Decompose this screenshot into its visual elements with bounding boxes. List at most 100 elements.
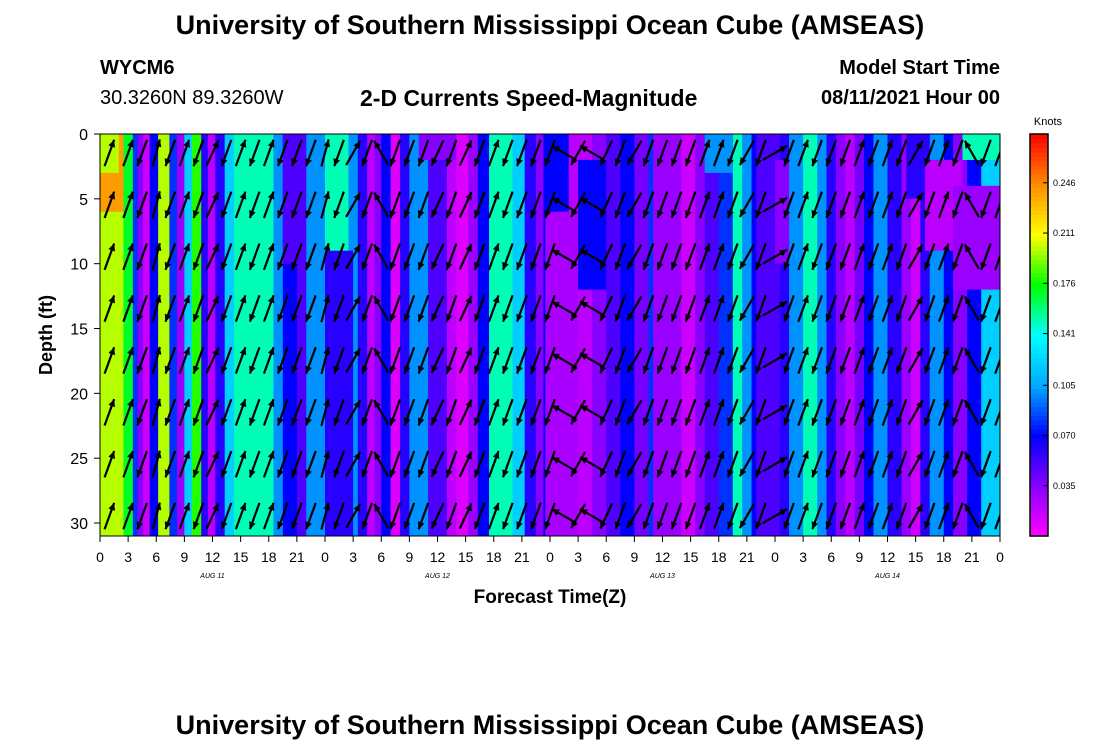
arrow-head (431, 209, 438, 218)
current-vector-arrow (738, 503, 755, 529)
current-vector-arrow (276, 139, 289, 167)
current-vector-arrow (684, 346, 697, 374)
arrow-head (942, 139, 950, 148)
arrow-head (361, 261, 369, 270)
current-vector-arrow (825, 398, 838, 426)
current-vector-arrow (501, 139, 514, 167)
current-vector-arrow (248, 398, 261, 426)
current-vector-arrow (458, 243, 473, 270)
arrow-head (703, 347, 711, 356)
arrow-head (305, 417, 312, 426)
arrow-head (108, 243, 115, 252)
arrow-head (277, 313, 284, 322)
current-vector-arrow (403, 295, 416, 323)
current-vector-arrow (361, 502, 374, 530)
arrow-head (403, 417, 411, 426)
current-vector-arrow (164, 346, 177, 374)
arrow-head (703, 139, 711, 148)
arrow-head (858, 139, 865, 148)
current-vector-arrow (389, 450, 402, 478)
current-vector-arrow (907, 451, 924, 477)
current-vector-arrow (626, 347, 643, 374)
arrow-head (755, 417, 762, 426)
x-tick-label: 6 (377, 549, 385, 565)
current-vector-arrow (262, 243, 275, 271)
speed-column (123, 134, 134, 536)
arrow-head (627, 208, 634, 217)
current-vector-arrow (320, 191, 331, 219)
current-vector-arrow (642, 139, 655, 167)
current-vector-arrow (234, 295, 247, 323)
speed-patch (578, 159, 607, 290)
arrow-head (502, 521, 509, 530)
arrow-head (502, 158, 509, 167)
arrow-head (717, 295, 725, 304)
current-vector-arrow (698, 139, 711, 167)
arrow-shaft (994, 409, 1000, 426)
arrow-head (779, 301, 788, 309)
arrow-head (530, 261, 537, 270)
current-vector-arrow (333, 398, 345, 426)
current-vector-arrow (205, 243, 220, 270)
arrow-head (389, 313, 397, 322)
current-vector-arrow (122, 139, 134, 167)
arrow-head (867, 469, 875, 478)
current-vector-arrow (458, 347, 473, 374)
current-vector-arrow (839, 450, 852, 478)
current-vector-arrow (853, 398, 866, 426)
current-vector-arrow (248, 139, 261, 167)
current-vector-arrow (642, 450, 655, 478)
colorbar-segment (1030, 183, 1048, 189)
current-vector-arrow (103, 295, 116, 323)
current-vector-arrow (867, 346, 880, 374)
arrow-head (389, 158, 397, 167)
colorbar-segment (1030, 227, 1048, 233)
current-vector-arrow (755, 295, 767, 323)
arrow-head (305, 261, 312, 270)
current-vector-arrow (205, 139, 220, 167)
arrow-head (980, 158, 987, 167)
current-vector-arrow (234, 450, 247, 478)
current-vector-arrow (320, 502, 331, 530)
arrow-head (389, 521, 397, 530)
arrow-head (980, 469, 987, 478)
arrow-shaft (994, 149, 1000, 167)
arrow-head (277, 469, 284, 478)
arrow-head (474, 210, 481, 218)
arrow-head (164, 313, 172, 322)
arrow-head (779, 197, 788, 205)
arrow-head (465, 503, 472, 512)
arrow-head (783, 210, 791, 218)
arrow-head (183, 347, 190, 356)
arrow-head (779, 509, 788, 516)
current-vector-arrow (853, 450, 866, 478)
current-vector-arrow (361, 346, 374, 374)
arrow-head (417, 365, 425, 374)
current-vector-arrow (867, 295, 880, 323)
current-vector-arrow (487, 191, 500, 219)
arrow-head (267, 191, 275, 200)
current-vector-arrow (963, 451, 980, 477)
current-vector-arrow (333, 502, 345, 530)
current-vector-arrow (951, 295, 964, 323)
arrow-shaft (994, 460, 1000, 478)
arrow-head (361, 521, 369, 530)
arrow-head (942, 399, 950, 408)
arrow-head (530, 158, 537, 167)
current-vector-arrow (276, 346, 289, 374)
current-vector-arrow (103, 139, 116, 167)
current-vector-arrow (783, 139, 795, 167)
colorbar-segment (1030, 486, 1048, 492)
arrow-head (739, 468, 747, 477)
arrow-head (108, 451, 115, 459)
current-vector-arrow (642, 398, 655, 426)
current-vector-arrow (579, 404, 605, 421)
arrow-head (136, 313, 144, 322)
speed-column (400, 134, 410, 536)
arrow-head (867, 210, 875, 218)
current-vector-arrow (853, 243, 866, 271)
current-vector-arrow (122, 191, 134, 219)
arrow-head (212, 451, 219, 460)
current-vector-arrow (811, 346, 824, 374)
arrow-head (783, 417, 791, 426)
